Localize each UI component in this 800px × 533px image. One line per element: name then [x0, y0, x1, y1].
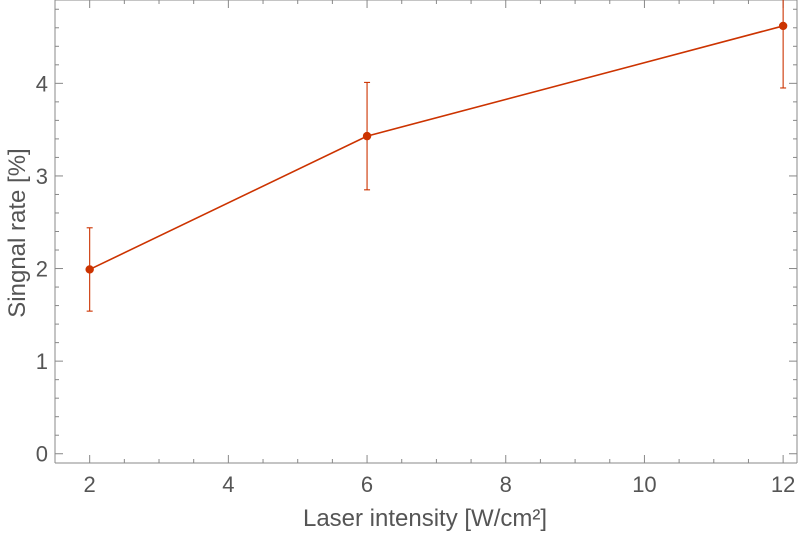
data-point	[85, 265, 94, 274]
x-tick-label: 6	[361, 472, 373, 497]
y-tick-label: 0	[36, 442, 48, 467]
data-point	[778, 21, 788, 31]
y-tick-label: 1	[36, 349, 48, 374]
data-point	[362, 131, 372, 141]
series-layer	[85, 0, 788, 312]
y-axis-title: Singnal rate [%]	[4, 148, 31, 317]
y-tick-label: 3	[36, 164, 48, 189]
x-tick-label: 4	[222, 472, 234, 497]
y-axis-ticks: 0 1 2 3 4	[36, 8, 797, 467]
x-tick-label: 12	[771, 472, 795, 497]
x-tick-label: 8	[500, 472, 512, 497]
x-axis-title: Laser intensity [W/cm²]	[303, 505, 547, 532]
x-tick-label: 10	[632, 472, 656, 497]
x-tick-label: 2	[84, 472, 96, 497]
y-tick-label: 2	[36, 257, 48, 282]
x-axis-ticks: 2 4 6 8 10 12	[84, 0, 795, 497]
series-line	[89, 25, 784, 271]
plot-frame	[54, 0, 798, 464]
y-tick-label: 4	[36, 71, 48, 96]
